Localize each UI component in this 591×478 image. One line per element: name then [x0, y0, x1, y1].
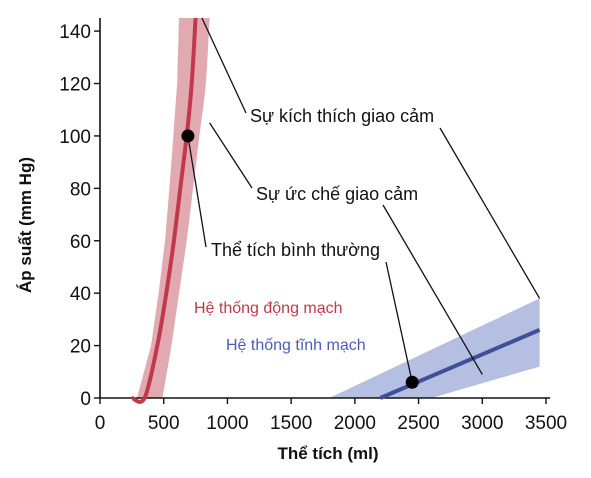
x-tick-label: 1000 [206, 413, 248, 434]
x-tick-label: 0 [95, 413, 106, 434]
confidence-bands [137, 18, 540, 398]
x-axis-title: Thể tích (ml) [277, 444, 378, 463]
y-axis-title: Áp suất (mm Hg) [16, 157, 35, 293]
series-band-venous [329, 298, 540, 398]
y-tick-label: 140 [59, 22, 91, 43]
annotation-leader-line [439, 127, 541, 299]
x-tick-label: 500 [148, 413, 180, 434]
ticks: 0 500 1000 1500 2000 2500 3000 3500 0 20 40 60 80 100… [59, 22, 567, 434]
x-tick-label: 2000 [334, 413, 376, 434]
annotation-sympathetic-inhibition: Sự ức chế giao cảm [256, 184, 418, 204]
y-tick-label: 60 [70, 232, 91, 253]
series-line-arterial [131, 17, 198, 404]
y-tick-label: 100 [59, 127, 91, 148]
y-tick-label: 120 [59, 75, 91, 96]
axes [99, 18, 550, 399]
series-band-arterial [137, 18, 210, 398]
marker-points [181, 129, 419, 389]
annotation-leader-line [201, 17, 247, 114]
x-tick-label: 3000 [461, 413, 503, 434]
x-tick-label: 2500 [397, 413, 439, 434]
annotation-sympathetic-stimulation: Sự kích thích giao cảm [250, 106, 434, 126]
series-lines [131, 17, 541, 404]
x-tick-label: 3500 [525, 413, 567, 434]
annotation-leader-line [209, 122, 253, 189]
x-tick-label: 1500 [270, 413, 312, 434]
y-tick-label: 80 [70, 179, 91, 200]
annotation-leader-lines [187, 17, 541, 383]
annotation-normal-volume: Thể tích bình thường [211, 240, 380, 260]
series-line-venous [379, 328, 541, 400]
normal-volume-point [405, 375, 419, 389]
y-tick-label: 40 [70, 284, 91, 305]
y-tick-label: 20 [70, 337, 91, 358]
y-tick-label: 0 [80, 389, 91, 410]
annotation-leader-line [382, 204, 483, 375]
normal-volume-point [181, 129, 195, 143]
annotation-leader-line [385, 261, 413, 383]
series-label-arterial: Hệ thống động mạch [194, 300, 343, 317]
series-label-venous: Hệ thống tĩnh mạch [226, 337, 366, 354]
annotation-leader-line [187, 135, 207, 248]
